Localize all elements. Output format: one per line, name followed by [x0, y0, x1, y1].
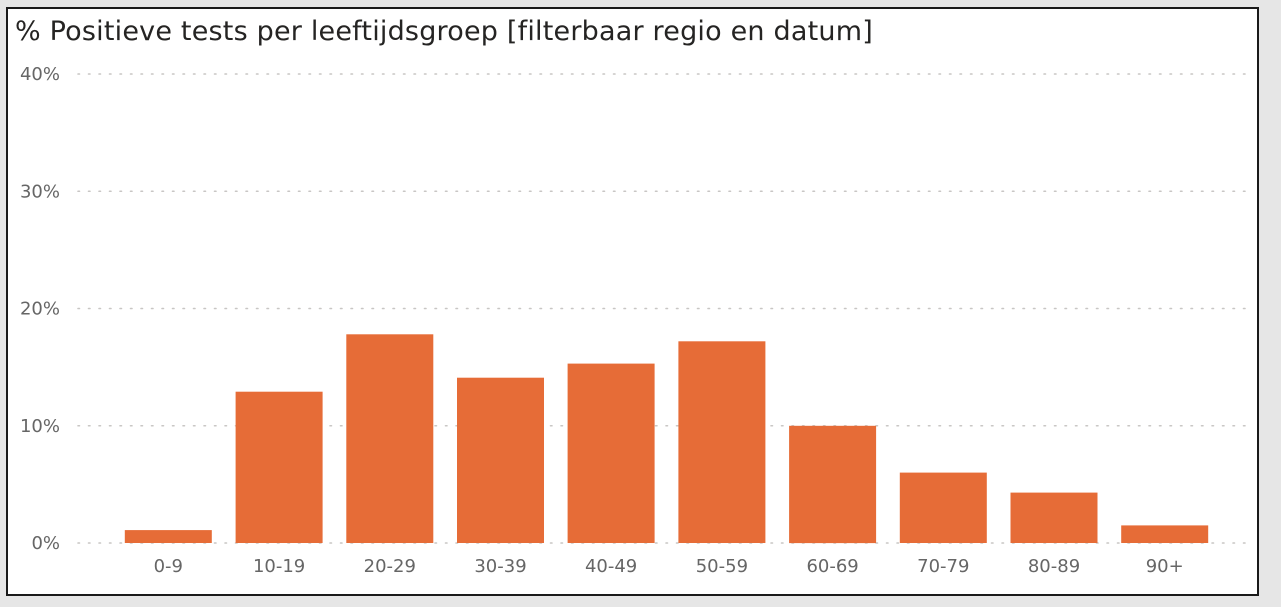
bar-0-9[interactable] [124, 530, 212, 543]
bar-30-39[interactable] [457, 377, 544, 543]
x-tick-label: 40-49 [585, 556, 637, 577]
chart-visual[interactable]: % Positieve tests per leeftijdsgroep [fi… [6, 7, 1259, 596]
y-axis: 0% 10% 20% 30% 40% [20, 64, 60, 554]
x-tick-label: 50-59 [696, 556, 748, 577]
y-tick-label: 20% [20, 299, 60, 320]
y-tick-label: 40% [20, 64, 60, 85]
x-tick-label: 70-79 [917, 556, 969, 577]
x-tick-label: 10-19 [253, 556, 305, 577]
bar-20-29[interactable] [346, 334, 434, 543]
x-axis: 0-9 10-19 20-29 30-39 40-49 50-59 60-69 70-79 80… [154, 556, 1184, 577]
bar-chart: 0% 10% 20% 30% 40% 0-9 10-19 20-29 30-39 40-49 50… [20, 64, 1247, 577]
bar-80-89[interactable] [1010, 492, 1098, 543]
bars [124, 334, 1209, 544]
bar-90+[interactable] [1121, 525, 1209, 543]
y-tick-label: 10% [20, 416, 60, 437]
bar-60-69[interactable] [789, 425, 877, 544]
x-tick-label: 90+ [1146, 556, 1184, 577]
x-tick-label: 60-69 [806, 556, 858, 577]
bar-40-49[interactable] [567, 363, 655, 543]
x-tick-label: 0-9 [154, 556, 183, 577]
bar-50-59[interactable] [678, 341, 766, 543]
y-tick-label: 30% [20, 181, 60, 202]
bar-10-19[interactable] [235, 391, 323, 543]
x-tick-label: 30-39 [474, 556, 526, 577]
bar-70-79[interactable] [899, 472, 987, 543]
x-tick-label: 20-29 [364, 556, 416, 577]
y-tick-label: 0% [31, 533, 60, 554]
chart-title: % Positieve tests per leeftijdsgroep [fi… [15, 16, 873, 47]
x-tick-label: 80-89 [1028, 556, 1080, 577]
